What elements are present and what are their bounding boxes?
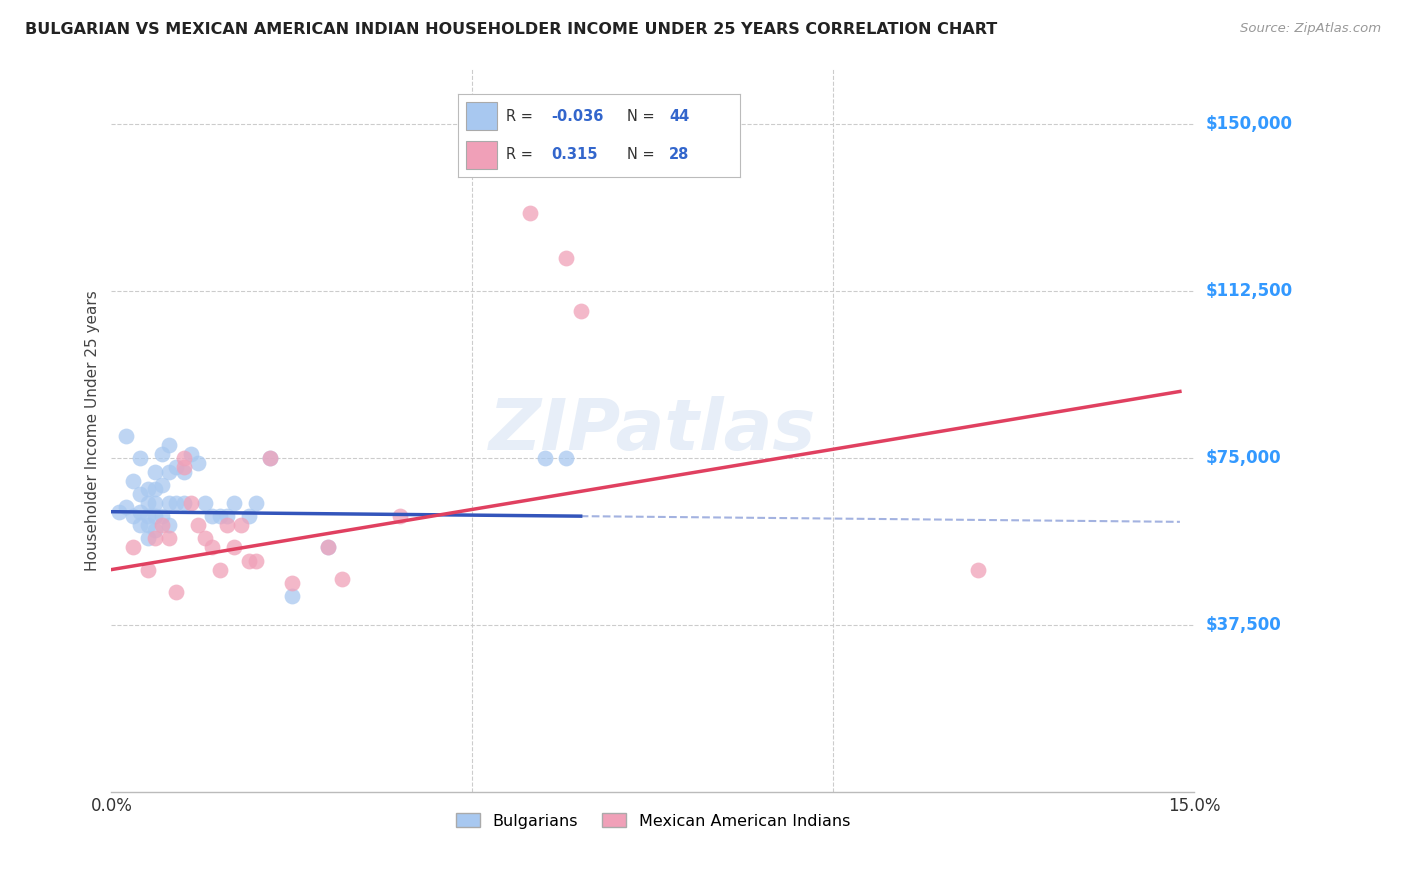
Text: ZIPatlas: ZIPatlas [489, 396, 817, 465]
Point [533, 161, 555, 176]
Point [201, 541, 224, 555]
Point [115, 500, 138, 515]
Point [165, 585, 187, 599]
Point [281, 576, 304, 591]
Point [215, 518, 238, 533]
Point [143, 465, 166, 479]
Legend: Bulgarians, Mexican American Indians: Bulgarians, Mexican American Indians [450, 806, 856, 835]
Point [569, 304, 592, 318]
Point [143, 532, 166, 546]
Point [136, 563, 159, 577]
Text: $37,500: $37,500 [1205, 616, 1281, 634]
Point [238, 509, 260, 524]
Point [157, 438, 180, 452]
Point [208, 509, 231, 524]
Point [150, 447, 173, 461]
Point [122, 474, 145, 488]
Point [143, 496, 166, 510]
Text: Source: ZipAtlas.com: Source: ZipAtlas.com [1240, 22, 1381, 36]
Point [224, 541, 246, 555]
Point [173, 460, 195, 475]
Point [224, 496, 246, 510]
Point [165, 460, 187, 475]
Point [215, 509, 238, 524]
Point [259, 451, 281, 466]
Point [194, 496, 217, 510]
Point [316, 541, 339, 555]
Point [115, 429, 138, 443]
Point [389, 509, 412, 524]
Y-axis label: Householder Income Under 25 years: Householder Income Under 25 years [86, 290, 100, 571]
Point [173, 451, 195, 466]
Text: $150,000: $150,000 [1205, 115, 1292, 133]
Point [107, 505, 129, 519]
Point [150, 478, 173, 492]
Point [201, 509, 224, 524]
Point [231, 518, 253, 533]
Point [150, 518, 173, 533]
Point [150, 509, 173, 524]
Point [157, 496, 180, 510]
Point [316, 541, 339, 555]
Point [122, 509, 145, 524]
Point [555, 451, 578, 466]
Point [245, 496, 267, 510]
Point [194, 532, 217, 546]
Point [143, 483, 166, 497]
Point [129, 487, 152, 501]
Point [157, 532, 180, 546]
Point [136, 483, 159, 497]
Point [157, 518, 180, 533]
Point [533, 451, 555, 466]
Point [129, 518, 152, 533]
Point [187, 518, 209, 533]
Text: $112,500: $112,500 [1205, 282, 1292, 301]
Point [238, 554, 260, 568]
Point [555, 251, 578, 265]
Point [173, 496, 195, 510]
Point [157, 465, 180, 479]
Point [966, 563, 988, 577]
Point [122, 541, 145, 555]
Point [136, 509, 159, 524]
Point [208, 563, 231, 577]
Point [136, 496, 159, 510]
Point [143, 523, 166, 537]
Point [165, 496, 187, 510]
Text: $75,000: $75,000 [1205, 450, 1281, 467]
Point [129, 451, 152, 466]
Point [245, 554, 267, 568]
Point [180, 447, 202, 461]
Text: BULGARIAN VS MEXICAN AMERICAN INDIAN HOUSEHOLDER INCOME UNDER 25 YEARS CORRELATI: BULGARIAN VS MEXICAN AMERICAN INDIAN HOU… [25, 22, 998, 37]
Point [180, 496, 202, 510]
Point [129, 505, 152, 519]
Point [143, 509, 166, 524]
Point [519, 206, 541, 220]
Point [173, 465, 195, 479]
Point [281, 590, 304, 604]
Point [136, 532, 159, 546]
Point [187, 456, 209, 470]
Point [332, 572, 354, 586]
Point [259, 451, 281, 466]
Point [136, 518, 159, 533]
